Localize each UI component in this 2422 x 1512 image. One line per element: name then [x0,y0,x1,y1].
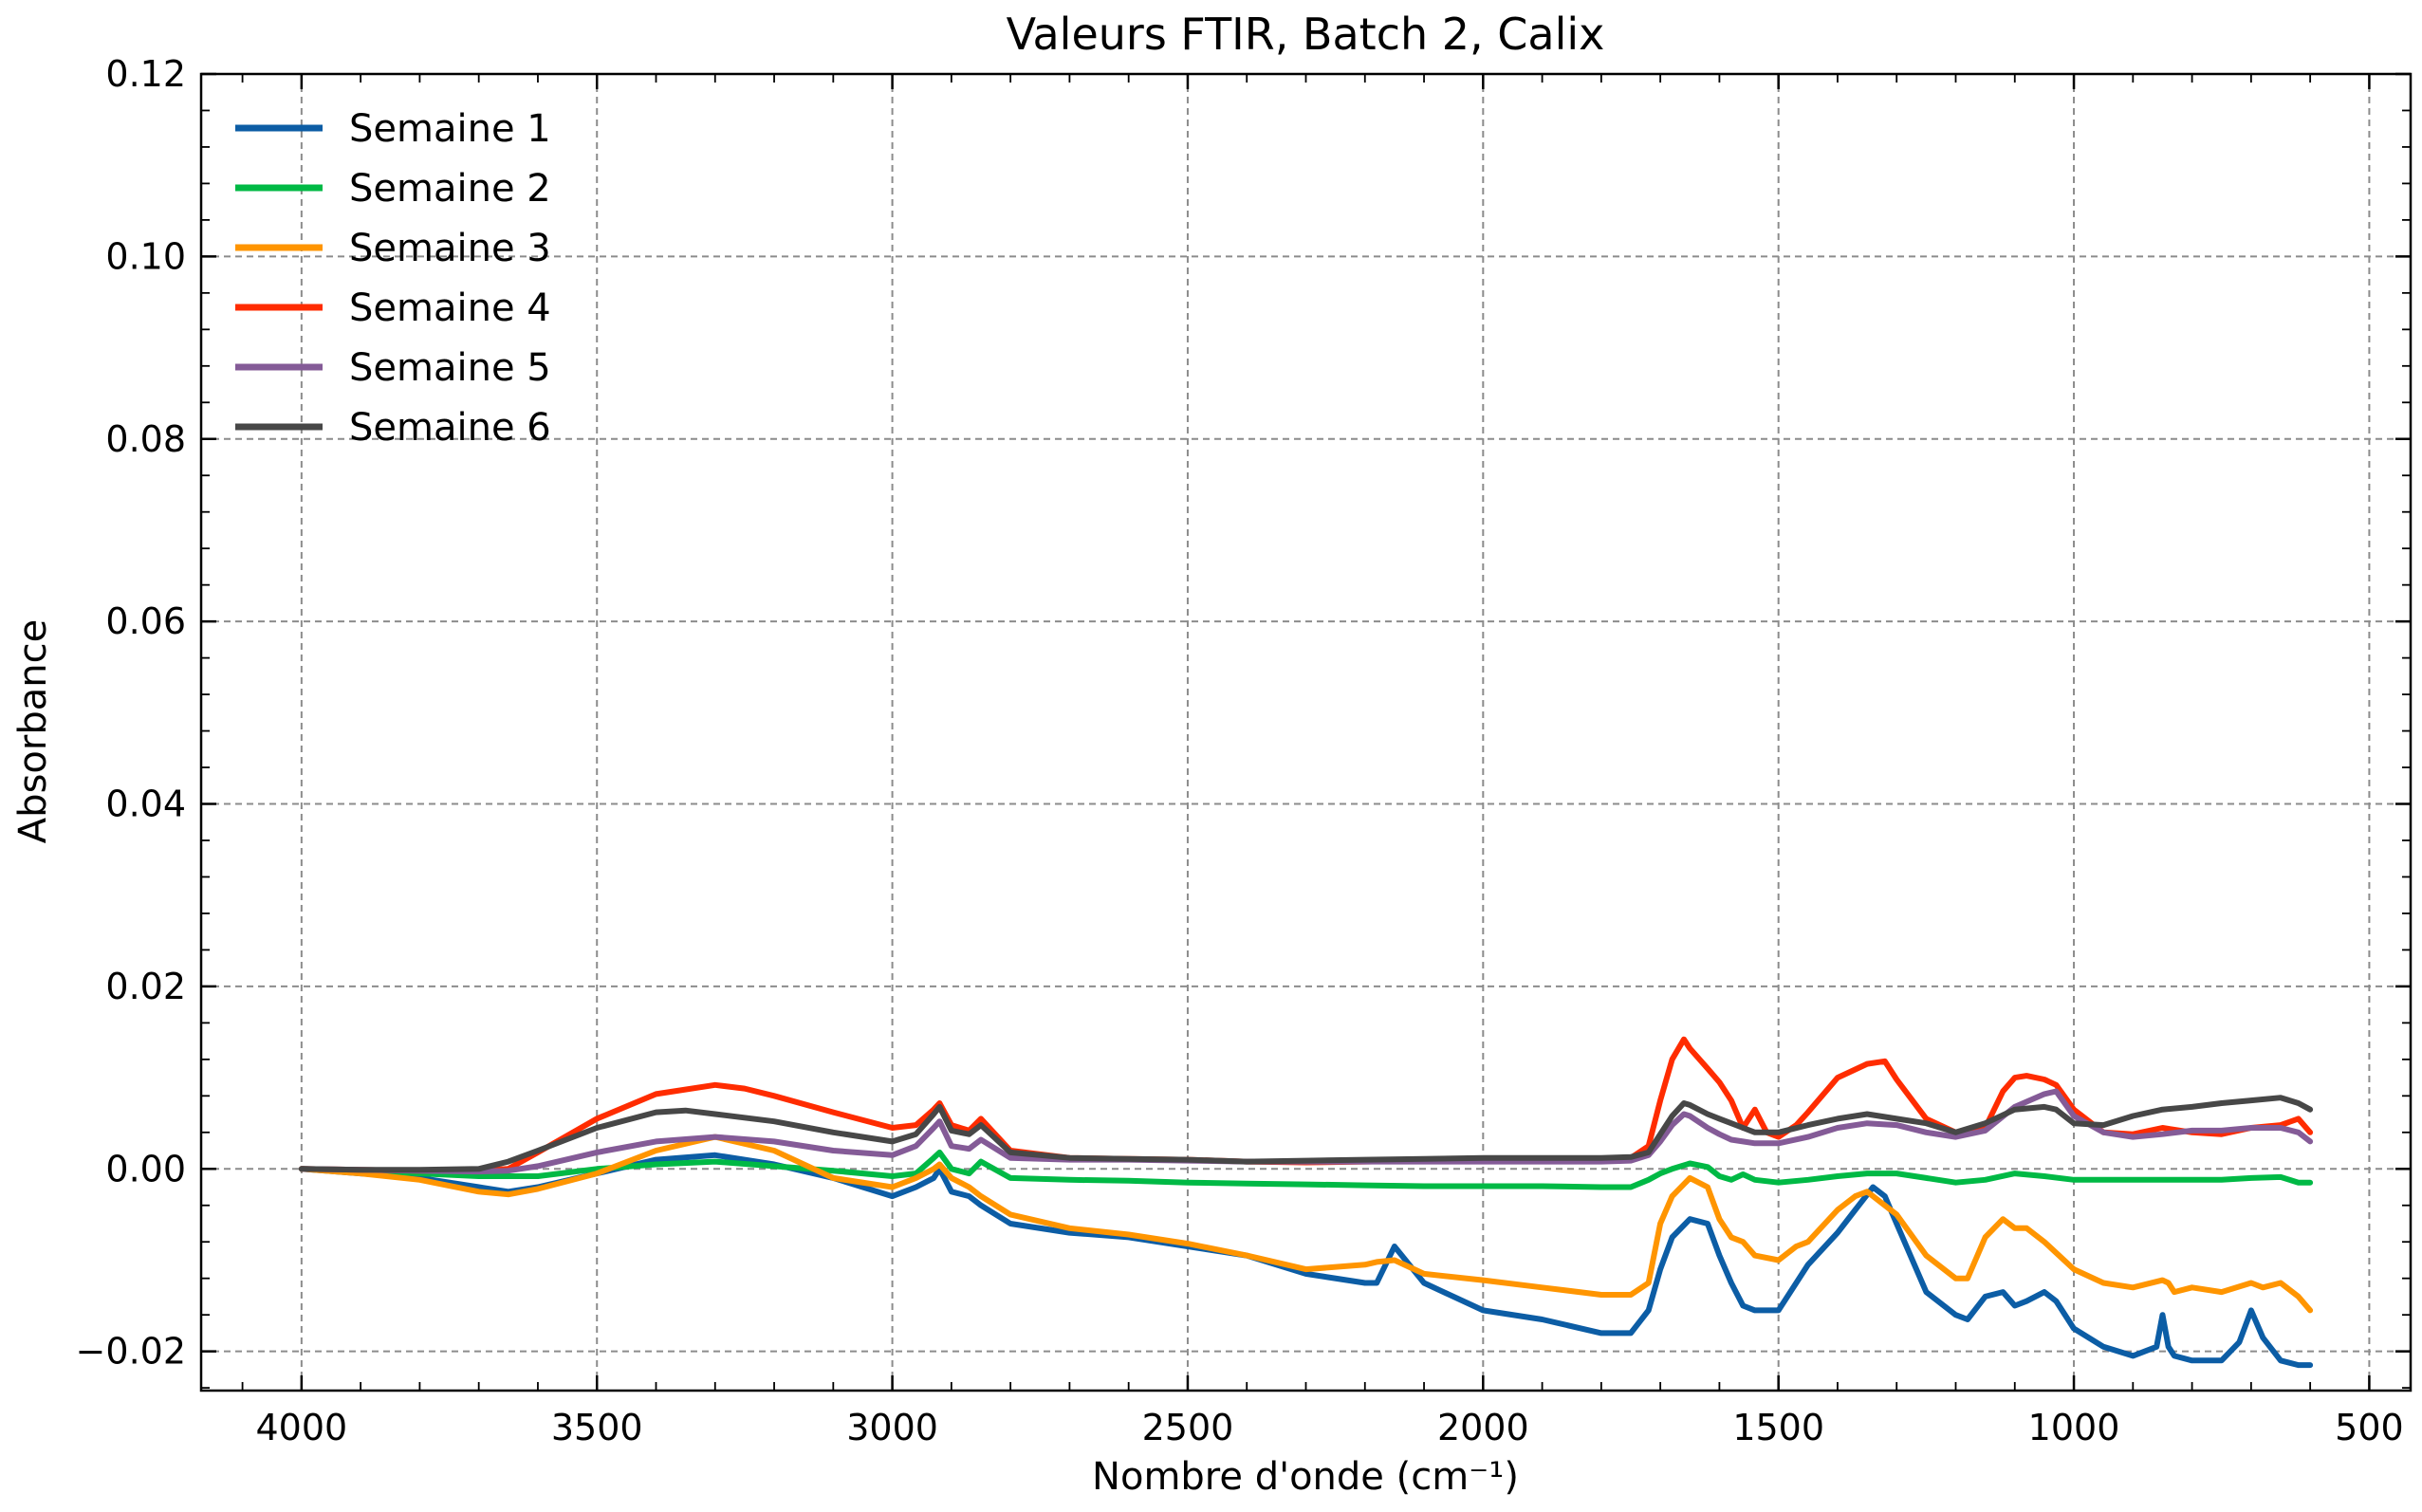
y-axis-title: Absorbance [11,619,55,843]
x-tick-label: 2000 [1437,1407,1529,1448]
x-tick-label: 1500 [1732,1407,1824,1448]
series-line-semaine-4 [298,1036,2314,1174]
x-tick-label: 2500 [1142,1407,1234,1448]
x-axis-title: Nombre d'onde (cm⁻¹) [1092,1455,1519,1499]
y-tick-label: 0.08 [105,418,186,460]
x-tick-label: 3000 [846,1407,938,1448]
legend-label-semaine-6: Semaine 6 [349,406,551,450]
y-tick-label: −0.02 [76,1331,186,1373]
y-tick-label: 0.06 [105,600,186,642]
series-layer [298,1036,2314,1369]
y-tick-label: 0.12 [105,53,186,95]
y-tick-label: 0.04 [105,784,186,825]
y-tick-label: 0.02 [105,966,186,1007]
legend-label-semaine-1: Semaine 1 [349,107,551,151]
axes-layer: 4000 3500 3000 2500 2000 1500 1000 500 −0.02 0.00… [76,53,2413,1448]
legend-label-semaine-4: Semaine 4 [349,286,551,330]
x-tick-label: 4000 [256,1407,348,1448]
series-line-semaine-6 [298,1095,2314,1173]
legend-label-semaine-2: Semaine 2 [349,167,551,211]
y-tick-label: 0.00 [105,1148,186,1189]
legend-label-semaine-3: Semaine 3 [349,227,551,270]
x-tick-label: 3500 [551,1407,643,1448]
chart-title: Valeurs FTIR, Batch 2, Calix [1007,9,1605,60]
series-line-semaine-1 [298,1152,2314,1369]
grid-layer [201,73,2411,1391]
series-line-semaine-2 [298,1149,2314,1190]
plot-frame [199,72,2413,1392]
chart-legend: Semaine 1 Semaine 2 Semaine 3 Semaine 4 Sema… [235,107,551,450]
y-tick-label: 0.10 [105,235,186,277]
x-tick-label: 500 [2335,1407,2404,1448]
x-tick-label: 1000 [2028,1407,2120,1448]
series-line-semaine-3 [298,1134,2314,1314]
legend-label-semaine-5: Semaine 5 [349,346,551,390]
